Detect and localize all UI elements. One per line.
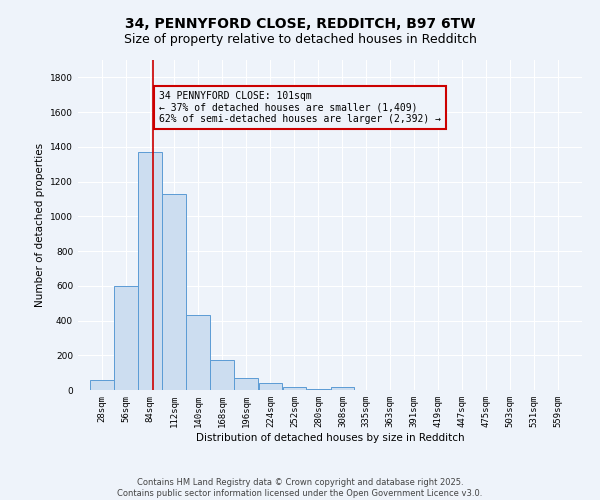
Bar [235, 378, 258, 390]
Bar [163, 194, 186, 390]
X-axis label: Distribution of detached houses by size in Redditch: Distribution of detached houses by size … [196, 432, 464, 442]
Bar [187, 316, 210, 390]
Bar [114, 286, 138, 390]
Bar [331, 388, 354, 390]
Text: Size of property relative to detached houses in Redditch: Size of property relative to detached ho… [124, 32, 476, 46]
Bar [283, 388, 306, 390]
Bar [307, 389, 330, 390]
Bar [139, 152, 162, 390]
Bar [259, 383, 282, 390]
Text: 34, PENNYFORD CLOSE, REDDITCH, B97 6TW: 34, PENNYFORD CLOSE, REDDITCH, B97 6TW [125, 18, 475, 32]
Y-axis label: Number of detached properties: Number of detached properties [35, 143, 44, 307]
Text: Contains HM Land Registry data © Crown copyright and database right 2025.
Contai: Contains HM Land Registry data © Crown c… [118, 478, 482, 498]
Text: 34 PENNYFORD CLOSE: 101sqm
← 37% of detached houses are smaller (1,409)
62% of s: 34 PENNYFORD CLOSE: 101sqm ← 37% of deta… [159, 92, 441, 124]
Bar [90, 380, 114, 390]
Bar [211, 360, 234, 390]
